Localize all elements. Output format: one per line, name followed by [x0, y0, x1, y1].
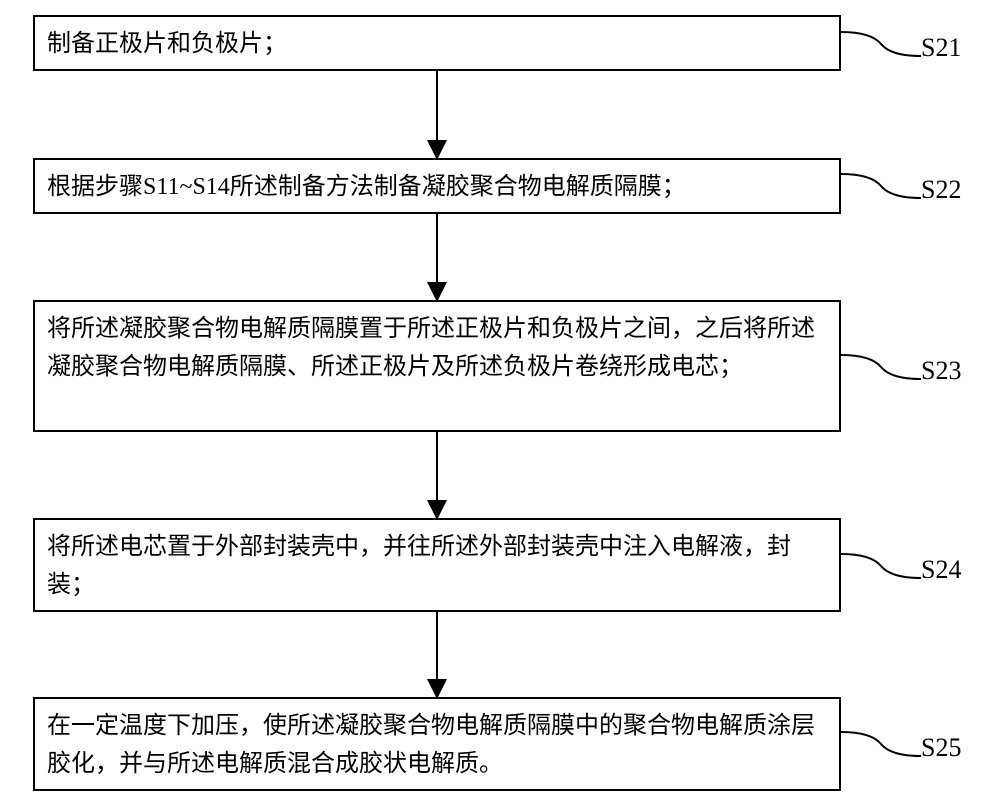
step-text-s25: 在一定温度下加压，使所述凝胶聚合物电解质隔膜中的聚合物电解质涂层胶化，并与所述电…: [47, 707, 827, 784]
connector-curve-s22: [841, 172, 921, 200]
connector-curve-s25: [841, 730, 921, 758]
step-label-s23: S23: [921, 356, 961, 386]
step-label-s22: S22: [921, 175, 961, 205]
flowchart-canvas: 制备正极片和负极片； 根据步骤S11~S14所述制备方法制备凝胶聚合物电解质隔膜…: [0, 0, 1000, 801]
step-label-s24: S24: [921, 555, 961, 585]
step-box-s25: 在一定温度下加压，使所述凝胶聚合物电解质隔膜中的聚合物电解质涂层胶化，并与所述电…: [33, 697, 841, 791]
connector-curve-s21: [841, 30, 921, 58]
step-text-s22: 根据步骤S11~S14所述制备方法制备凝胶聚合物电解质隔膜；: [47, 168, 686, 206]
step-box-s24: 将所述电芯置于外部封装壳中，并往所述外部封装壳中注入电解液，封装；: [33, 518, 841, 612]
connector-curve-s24: [841, 552, 921, 580]
connector-curve-s23: [841, 353, 921, 381]
step-box-s21: 制备正极片和负极片；: [33, 15, 841, 71]
step-text-s23: 将所述凝胶聚合物电解质隔膜置于所述正极片和负极片之间，之后将所述凝胶聚合物电解质…: [47, 310, 827, 387]
step-box-s23: 将所述凝胶聚合物电解质隔膜置于所述正极片和负极片之间，之后将所述凝胶聚合物电解质…: [33, 300, 841, 432]
step-text-s21: 制备正极片和负极片；: [47, 25, 287, 63]
step-label-s21: S21: [921, 33, 961, 63]
step-text-s24: 将所述电芯置于外部封装壳中，并往所述外部封装壳中注入电解液，封装；: [47, 528, 827, 605]
step-box-s22: 根据步骤S11~S14所述制备方法制备凝胶聚合物电解质隔膜；: [33, 158, 841, 214]
step-label-s25: S25: [921, 733, 961, 763]
